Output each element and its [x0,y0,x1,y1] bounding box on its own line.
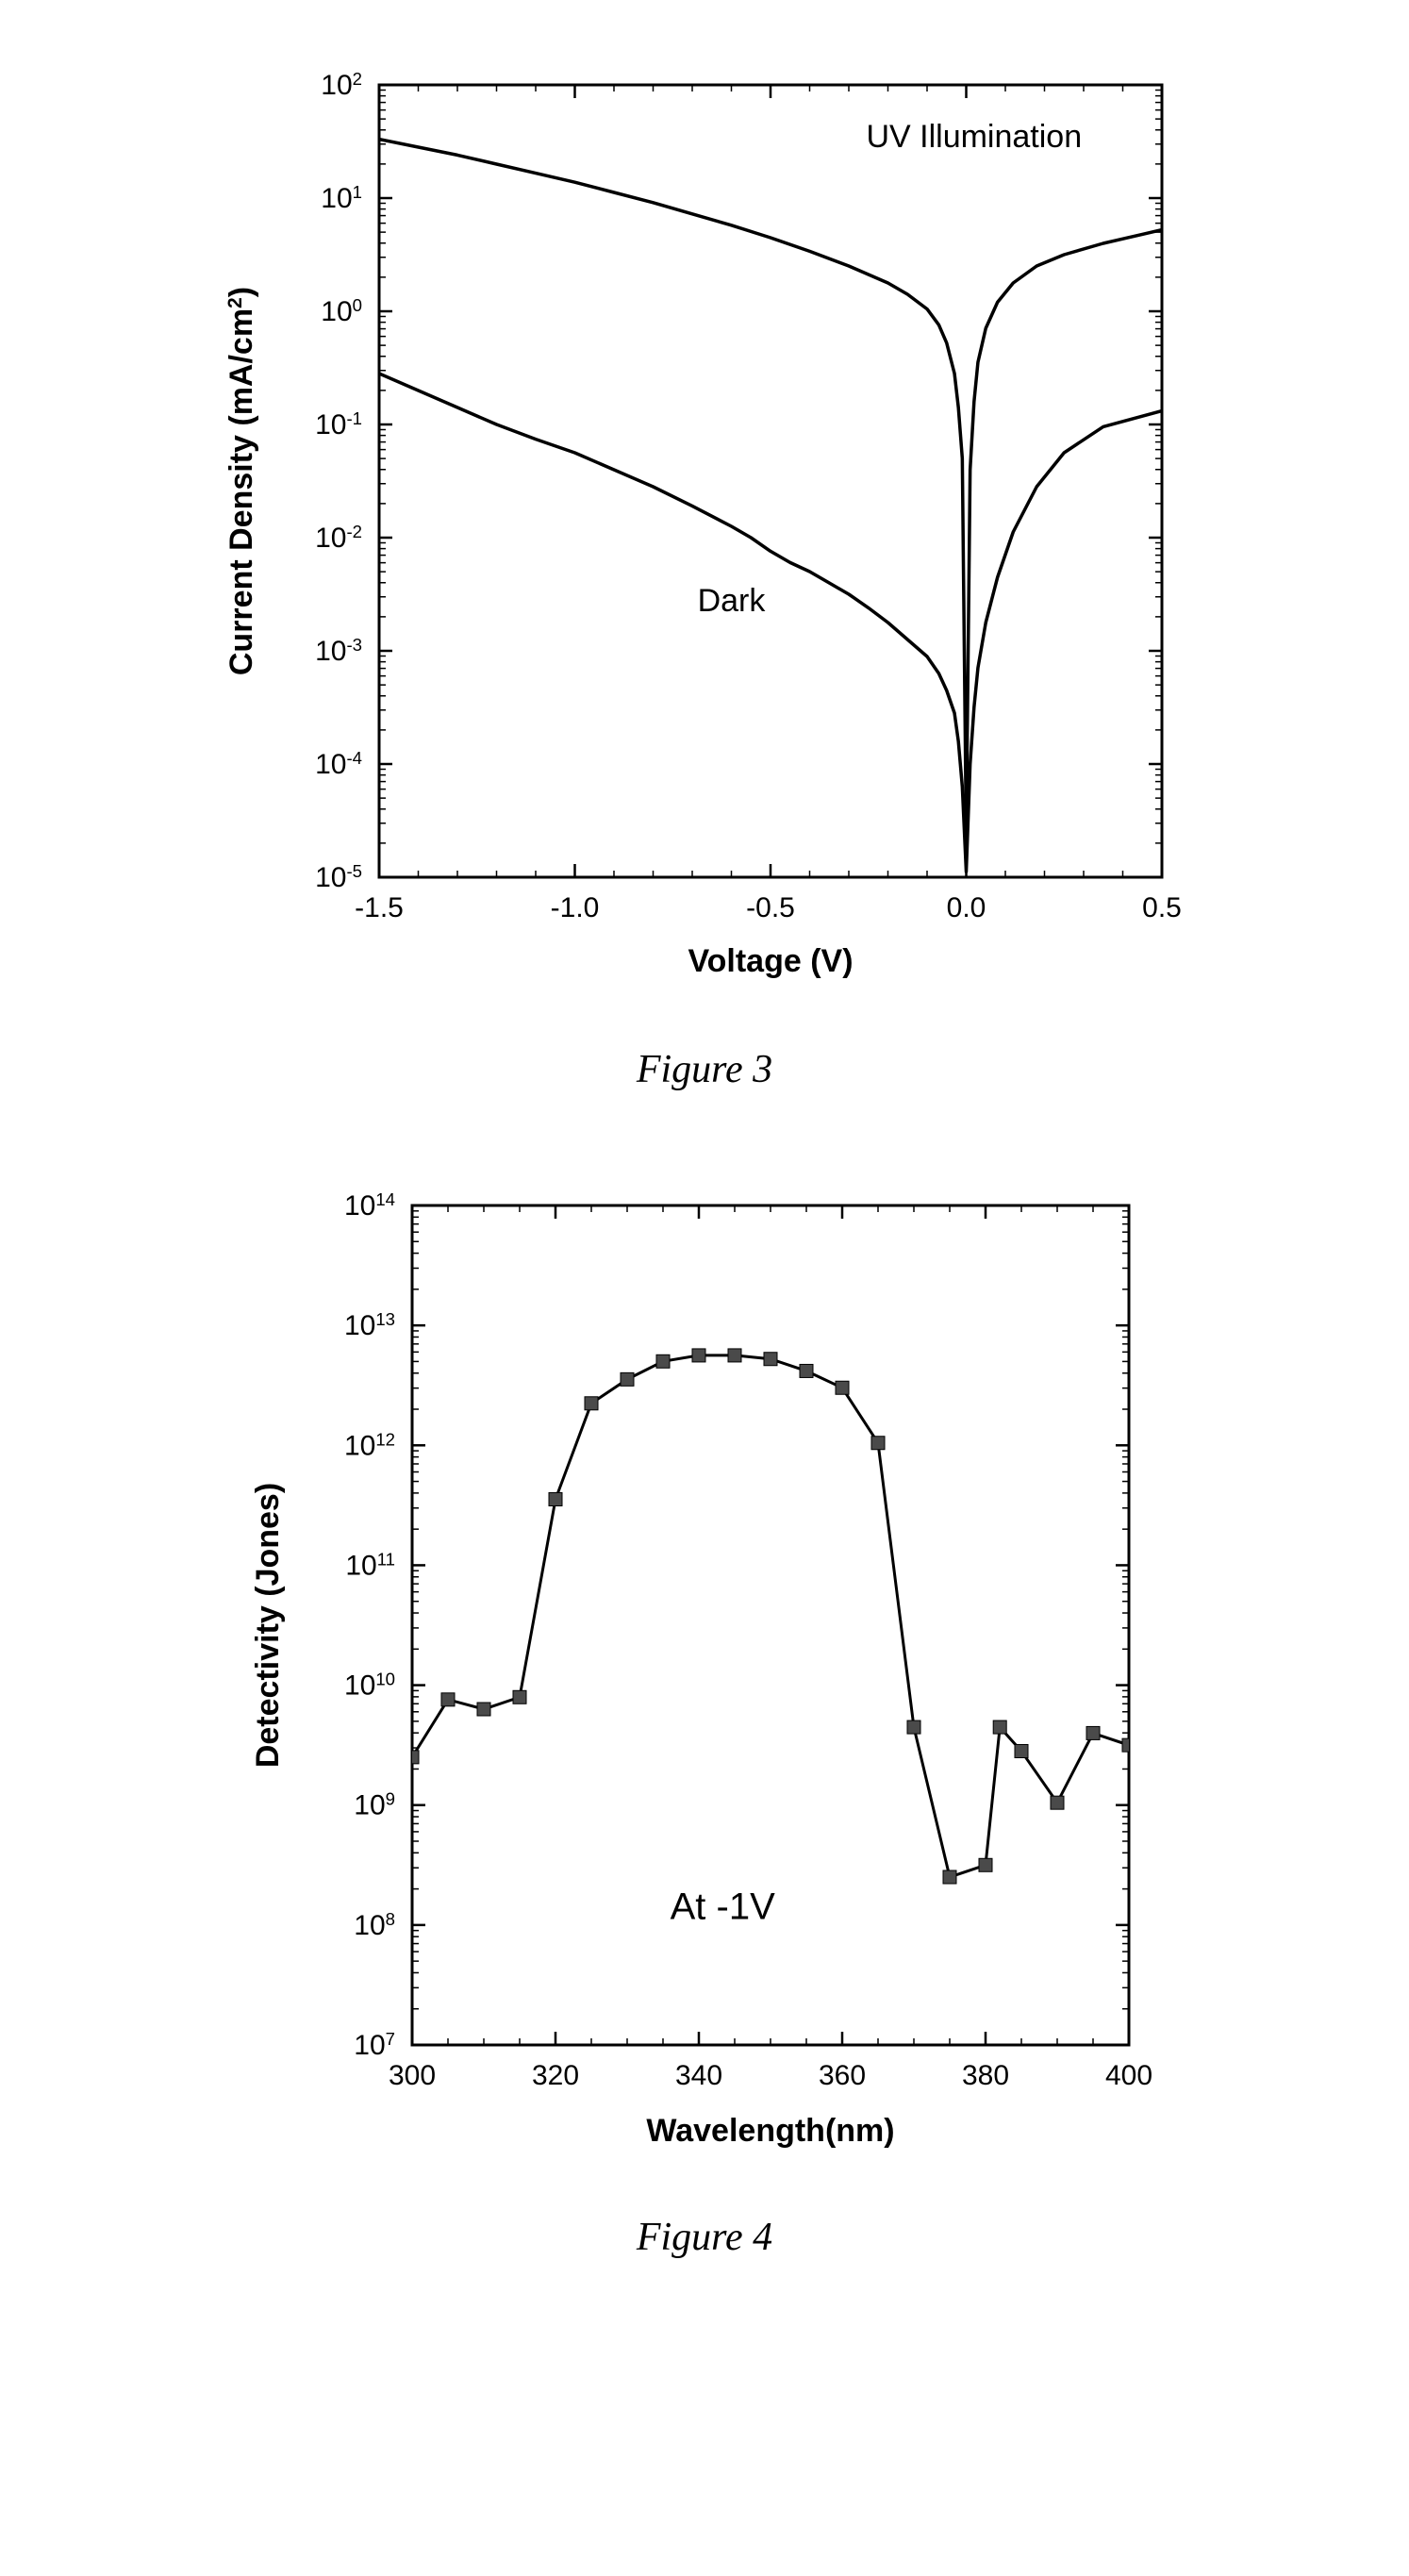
svg-text:-1.0: -1.0 [551,892,600,923]
svg-text:1011: 1011 [345,1549,395,1582]
figure-3-caption: Figure 3 [637,1047,772,1092]
svg-text:1010: 1010 [344,1669,395,1702]
svg-text:-0.5: -0.5 [746,892,795,923]
svg-text:101: 101 [321,182,362,215]
svg-text:380: 380 [962,2060,1009,2091]
svg-text:10-4: 10-4 [315,748,362,781]
svg-text:108: 108 [354,1908,395,1941]
svg-text:1014: 1014 [344,1189,395,1222]
svg-text:-1.5: -1.5 [355,892,404,923]
page: 10-5 10-4 10-3 10-2 10-1 100 101 102 -1.5 -1.0 -0.… [0,0,1409,2420]
figure-3-chart: 10-5 10-4 10-3 10-2 10-1 100 101 102 -1.5 -1.0 -0.… [209,57,1200,1000]
svg-text:1013: 1013 [344,1309,395,1342]
figure-4-block: 107 108 109 1010 1011 1012 1013 1014 300 320 340 36… [0,1177,1409,2345]
figure-3-block: 10-5 10-4 10-3 10-2 10-1 100 101 102 -1.5 -1.0 -0.… [0,57,1409,1177]
svg-text:340: 340 [675,2060,722,2091]
figure-4-caption: Figure 4 [637,2215,772,2260]
svg-text:400: 400 [1105,2060,1152,2091]
svg-text:UV Illumination: UV Illumination [866,119,1082,155]
svg-text:Wavelength(nm): Wavelength(nm) [646,2113,894,2149]
svg-text:10-3: 10-3 [315,635,362,668]
svg-text:0.5: 0.5 [1142,892,1182,923]
svg-text:Current Density (mA/cm2): Current Density (mA/cm2) [224,287,259,675]
svg-text:Detectivity (Jones): Detectivity (Jones) [250,1483,286,1768]
svg-text:Dark: Dark [698,583,767,619]
svg-text:320: 320 [532,2060,579,2091]
svg-text:360: 360 [819,2060,866,2091]
svg-text:10-2: 10-2 [315,522,362,555]
svg-text:At -1V: At -1V [671,1886,775,1928]
svg-text:102: 102 [321,69,362,102]
svg-text:Voltage (V): Voltage (V) [688,943,853,979]
figure-4-chart: 107 108 109 1010 1011 1012 1013 1014 300 320 340 36… [233,1177,1176,2168]
svg-text:107: 107 [354,2029,395,2062]
svg-text:1012: 1012 [344,1429,395,1462]
svg-text:109: 109 [354,1788,395,1821]
svg-text:10-1: 10-1 [315,408,362,441]
svg-text:0.0: 0.0 [947,892,986,923]
svg-text:300: 300 [389,2060,436,2091]
svg-text:10-5: 10-5 [315,861,362,894]
svg-text:100: 100 [321,295,362,328]
